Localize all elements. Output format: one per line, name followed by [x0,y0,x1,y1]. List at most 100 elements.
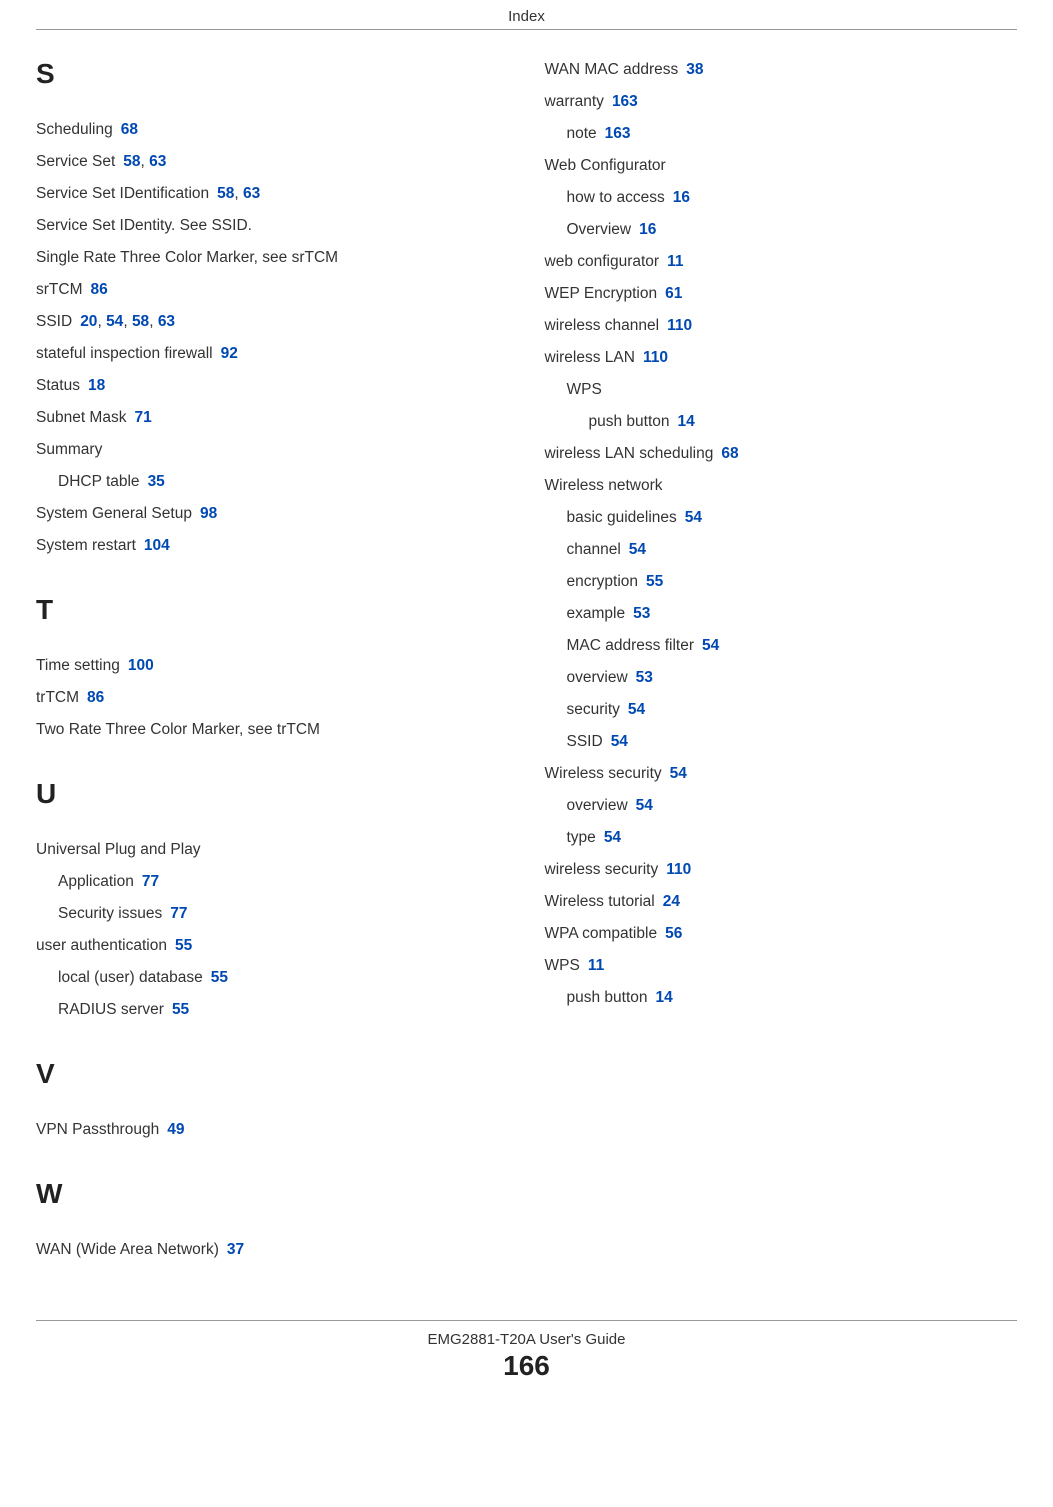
page-ref-link[interactable]: 63 [149,153,166,170]
index-term: trTCM [36,689,79,706]
page-ref-link[interactable]: 68 [121,121,138,138]
page-ref-link[interactable]: 16 [639,221,656,238]
page-ref-link[interactable]: 37 [227,1241,244,1258]
page-ref-link[interactable]: 35 [148,473,165,490]
index-entry: push button14 [545,410,1018,434]
index-entry: Single Rate Three Color Marker, see srTC… [36,246,509,270]
page-ref-link[interactable]: 110 [643,349,668,366]
ref-separator: , [149,313,158,330]
page-ref-link[interactable]: 163 [612,93,638,110]
page-ref-link[interactable]: 54 [629,541,646,558]
index-term: Summary [36,441,102,458]
page-ref-link[interactable]: 14 [678,413,695,430]
page-ref-link[interactable]: 110 [666,861,691,878]
section-letter: W [36,1178,509,1210]
page-ref-link[interactable]: 63 [243,185,260,202]
ref-separator: , [141,153,150,170]
page-ref-link[interactable]: 86 [87,689,104,706]
page-ref-link[interactable]: 54 [611,733,628,750]
page-ref-link[interactable]: 24 [663,893,680,910]
index-term: Service Set IDentity. See SSID. [36,217,252,234]
page-ref-link[interactable]: 11 [667,253,683,270]
page-ref-link[interactable]: 63 [158,313,175,330]
index-term: Time setting [36,657,120,674]
page-ref-link[interactable]: 54 [628,701,645,718]
page-ref-link[interactable]: 11 [588,957,604,974]
index-term: Wireless network [545,477,663,494]
page-ref-link[interactable]: 54 [636,797,653,814]
index-term: security [567,701,620,718]
page-ref-link[interactable]: 68 [721,445,738,462]
page-ref-link[interactable]: 55 [211,969,228,986]
index-term: WEP Encryption [545,285,658,302]
page-ref-link[interactable]: 53 [636,669,653,686]
index-entry: web configurator11 [545,250,1018,274]
page-ref-link[interactable]: 58 [132,313,149,330]
index-entry: security 54 [545,698,1018,722]
index-column: WAN MAC address38warranty163note163Web C… [545,58,1018,1270]
index-term: Application [58,873,134,890]
page-ref-link[interactable]: 18 [88,377,105,394]
page-ref-link[interactable]: 77 [142,873,159,890]
index-term: WPA compatible [545,925,658,942]
index-entry: VPN Passthrough49 [36,1118,509,1142]
page-ref-link[interactable]: 61 [665,285,682,302]
page-header: Index [36,0,1017,30]
index-entry: Service Set58, 63 [36,150,509,174]
page-ref-link[interactable]: 92 [221,345,238,362]
index-entry: Two Rate Three Color Marker, see trTCM [36,718,509,742]
index-entry: note 163 [545,122,1018,146]
index-entry: wireless security110 [545,858,1018,882]
page-ref-link[interactable]: 54 [604,829,621,846]
index-term: overview [567,797,628,814]
page-ref-link[interactable]: 14 [656,989,673,1006]
index-term: SSID [567,733,603,750]
page-ref-link[interactable]: 71 [134,409,151,426]
index-entry: WPS [545,378,1018,402]
section-letter: U [36,778,509,810]
ref-separator: , [234,185,243,202]
index-entry: WAN MAC address38 [545,58,1018,82]
index-entry: Web Configurator [545,154,1018,178]
page-ref-link[interactable]: 58 [123,153,140,170]
page-ref-link[interactable]: 54 [670,765,687,782]
index-term: basic guidelines [567,509,677,526]
page-ref-link[interactable]: 55 [175,937,192,954]
index-term: note [567,125,597,142]
page-ref-link[interactable]: 20 [80,313,97,330]
page-ref-link[interactable]: 77 [170,905,187,922]
index-term: WAN (Wide Area Network) [36,1241,219,1258]
page-ref-link[interactable]: 49 [167,1121,184,1138]
index-term: Overview [567,221,632,238]
page-ref-link[interactable]: 56 [665,925,682,942]
page-ref-link[interactable]: 163 [605,125,631,142]
page-ref-link[interactable]: 58 [217,185,234,202]
index-entry: type54 [545,826,1018,850]
page-ref-link[interactable]: 55 [646,573,663,590]
page-ref-link[interactable]: 100 [128,657,154,674]
index-entry: Application 77 [36,870,509,894]
index-entry: WPA compatible 56 [545,922,1018,946]
page-ref-link[interactable]: 86 [91,281,108,298]
index-entry: overview 53 [545,666,1018,690]
page-ref-link[interactable]: 16 [673,189,690,206]
index-term: Universal Plug and Play [36,841,201,858]
index-entry: Time setting 100 [36,654,509,678]
page-ref-link[interactable]: 54 [685,509,702,526]
index-term: DHCP table [58,473,140,490]
index-term: warranty [545,93,604,110]
page-ref-link[interactable]: 38 [686,61,703,78]
index-entry: SSID 54 [545,730,1018,754]
page-ref-link[interactable]: 53 [633,605,650,622]
page-ref-link[interactable]: 98 [200,505,217,522]
index-term: channel [567,541,621,558]
page-ref-link[interactable]: 104 [144,537,170,554]
page-ref-link[interactable]: 55 [172,1001,189,1018]
index-term: wireless channel [545,317,660,334]
index-term: wireless LAN [545,349,635,366]
index-term: example [567,605,626,622]
page-ref-link[interactable]: 54 [106,313,123,330]
page-ref-link[interactable]: 110 [667,317,692,334]
page-ref-link[interactable]: 54 [702,637,719,654]
index-term: overview [567,669,628,686]
